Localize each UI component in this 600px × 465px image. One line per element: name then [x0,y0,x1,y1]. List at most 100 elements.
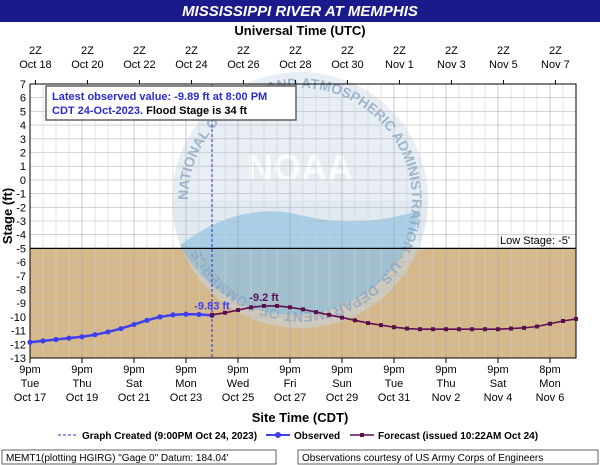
observed-point [118,325,124,332]
forecast-point [561,319,565,324]
cdt-tick-label: Tue [385,378,404,390]
y-tick-label: 3 [20,134,26,146]
cdt-tick-label: Thu [73,378,92,390]
cdt-tick-label: Oct 21 [118,392,150,404]
cdt-tick-label: Nov 2 [432,392,461,404]
cdt-tick-label: Wed [227,378,249,390]
utc-tick-date: Nov 5 [489,59,518,71]
y-axis-title: Stage (ft) [0,188,15,244]
forecast-point [314,310,318,315]
utc-tick-hour: 2Z [393,45,406,57]
utc-tick-hour: 2Z [237,45,250,57]
observed-point [157,314,163,320]
utc-tick-date: Nov 7 [541,59,570,71]
cdt-tick-label: 9pm [175,364,196,376]
forecast-point [444,327,448,332]
y-tick-label: 5 [20,106,26,118]
cdt-tick-label: Oct 25 [222,392,254,404]
utc-tick-date: Nov 3 [437,59,466,71]
forecast-point [457,327,461,332]
utc-tick-hour: 2Z [289,45,302,57]
utc-tick-date: Oct 30 [331,59,363,71]
utc-tick-hour: 2Z [29,45,42,57]
forecast-point [509,326,513,331]
forecast-point [223,310,227,315]
y-tick-label: 1 [20,161,26,173]
y-tick-label: 6 [20,93,26,105]
observed-point [170,312,176,318]
y-tick-label: 0 [20,175,26,187]
grid [29,83,577,359]
y-tick-label: -5 [16,243,26,255]
utc-tick-hour: 2Z [549,45,562,57]
observed-point [40,338,46,344]
forecast-point [405,326,409,331]
axes: -13-12-11-10-9-8-7-6-5-4-3-2-1012345679p… [10,45,577,404]
cdt-tick-label: 9pm [19,364,40,376]
top-axis-title: Universal Time (UTC) [234,23,365,38]
forecast-point [535,324,539,329]
legend-forecast-label: Forecast (issued 10:22AM Oct 24) [378,431,538,442]
chart-title: MISSISSIPPI RIVER AT MEMPHIS [182,3,418,20]
forecast-point [340,315,344,320]
cdt-tick-label: 9pm [227,364,248,376]
utc-tick-hour: 2Z [185,45,198,57]
utc-tick-date: Oct 28 [279,59,311,71]
y-tick-label: -3 [16,216,26,228]
peak-annotation: -9.83 ft [194,301,230,313]
cdt-tick-label: Mon [175,378,196,390]
cdt-tick-label: 9pm [71,364,92,376]
cdt-tick-label: 9pm [123,364,144,376]
series-layer: -9.83 ft -9.2 ft [27,292,578,345]
utc-tick-date: Nov 1 [385,59,414,71]
y-tick-label: -4 [16,230,26,242]
legend-observed-label: Observed [294,431,340,442]
observed-point [27,339,33,345]
forecast-point [470,327,474,332]
utc-tick-date: Oct 24 [175,59,207,71]
y-tick-label: -8 [16,285,26,297]
forecast-point [210,312,214,317]
flood-stage-text: Flood Stage is 34 ft [143,105,247,117]
cdt-tick-label: Sat [126,378,143,390]
cdt-tick-label: Oct 19 [66,392,98,404]
observed-point [183,311,189,317]
forecast-point [301,307,305,312]
plot-frame [29,83,577,359]
forecast-point [392,325,396,330]
forecast-point [496,327,500,332]
utc-tick-hour: 2Z [341,45,354,57]
watermark-wave [180,210,420,315]
forecast-point [431,327,435,332]
utc-tick-hour: 2Z [445,45,458,57]
utc-tick-date: Oct 20 [71,59,103,71]
cdt-tick-label: Oct 31 [378,392,410,404]
cdt-tick-label: Fri [284,378,297,390]
forecast-point [522,325,526,330]
forecast-point [327,312,331,317]
cdt-tick-label: Oct 17 [14,392,46,404]
cdt-tick-label: 8pm [539,364,560,376]
cdt-tick-label: Nov 4 [484,392,513,404]
cdt-tick-label: Oct 27 [274,392,306,404]
latest-value-box: Latest observed value: -9.89 ft at 8:00 … [45,85,297,121]
cdt-tick-label: Thu [437,378,456,390]
watermark-logo-text: NOAA [247,147,353,188]
footer-credit: Observations courtesy of US Army Corps o… [302,453,543,464]
forecast-point [353,318,357,323]
observed-point [53,336,59,343]
cdt-tick-label: Sat [490,378,507,390]
y-tick-label: -13 [10,353,26,365]
observed-point [105,329,111,335]
footer-left-box [1,449,277,465]
peak-annotation: -9.2 ft [249,292,279,304]
observed-point [66,335,72,341]
latest-value-box-frame [45,85,297,121]
forecast-point [379,323,383,328]
forecast-point [366,321,370,326]
cdt-tick-label: Oct 29 [326,392,358,404]
latest-value-line2: CDT 24-Oct-2023. Flood Stage is 34 ft [52,105,247,117]
forecast-point [236,308,240,313]
y-tick-label: -1 [16,189,26,201]
cdt-tick-label: 9pm [383,364,404,376]
